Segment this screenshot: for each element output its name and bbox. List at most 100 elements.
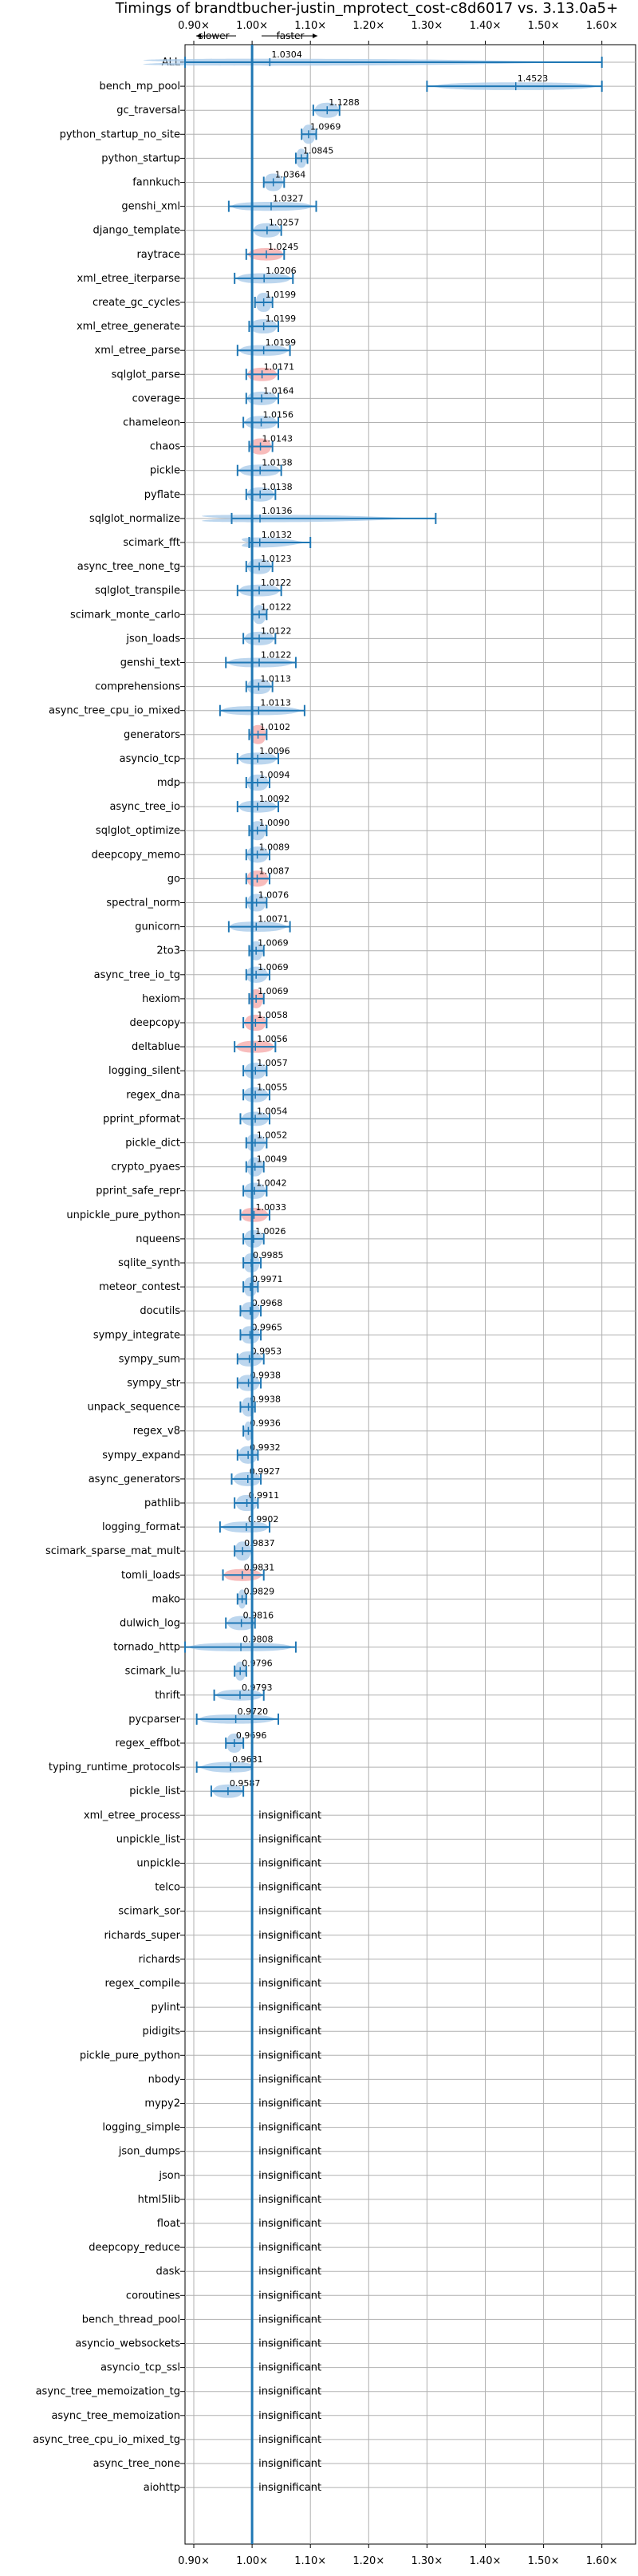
benchmark-row: scimark_sparse_mat_mult 0.9837	[45, 1538, 275, 1561]
benchmark-label: xml_etree_parse	[95, 345, 180, 357]
benchmark-label: coroutines	[126, 2290, 180, 2302]
benchmark-label: pyflate	[144, 489, 180, 501]
benchmark-label: nqueens	[136, 1233, 180, 1245]
benchmark-label: float	[157, 2218, 180, 2230]
benchmark-row: logging_silent 1.0057	[108, 1058, 288, 1079]
benchmark-row: meteor_contest 0.9971	[99, 1274, 282, 1297]
x-tick-label: 1.60×	[586, 20, 618, 32]
x-tick-label: 1.40×	[470, 20, 502, 32]
benchmark-label: regex_dna	[126, 1089, 180, 1101]
benchmark-label: regex_effbot	[115, 1738, 180, 1750]
benchmark-label: async_tree_memoization	[51, 2410, 180, 2422]
value-annotation: 1.0138	[262, 482, 293, 492]
benchmark-row: bench_thread_pool insignificant	[82, 2314, 321, 2326]
benchmark-label: mako	[152, 1593, 180, 1605]
value-annotation: 0.9927	[250, 1466, 281, 1477]
benchmark-label: scimark_sparse_mat_mult	[45, 1545, 180, 1557]
x-tick-label: 1.30×	[411, 2555, 443, 2567]
value-annotation: 1.0257	[269, 218, 300, 228]
direction-slower-label: slower	[198, 30, 229, 41]
value-annotation: 1.0069	[258, 938, 289, 949]
benchmark-label: pprint_safe_repr	[96, 1185, 180, 1197]
value-annotation: 0.9837	[244, 1538, 275, 1548]
insignificant-label: insignificant	[258, 2434, 321, 2446]
value-annotation: 0.9911	[249, 1490, 280, 1501]
value-annotation: 1.0969	[310, 121, 341, 132]
benchmark-label: spectral_norm	[106, 897, 180, 909]
value-annotation: 1.0122	[261, 625, 292, 636]
benchmark-label: pylint	[151, 2002, 180, 2014]
benchmark-label: hexiom	[142, 993, 180, 1005]
value-annotation: 1.0026	[255, 1226, 286, 1237]
benchmark-row: pycparser0.9720	[128, 1706, 279, 1726]
benchmark-label: pidigits	[143, 2026, 181, 2038]
benchmark-label: gc_traversal	[116, 105, 180, 116]
value-annotation: 1.0113	[260, 674, 291, 684]
benchmark-row: xml_etree_generate 1.0199	[77, 314, 296, 334]
value-annotation: 0.9938	[250, 1371, 282, 1381]
benchmark-row: unpickle_pure_python 1.0033	[66, 1202, 286, 1222]
value-annotation: 0.9965	[252, 1322, 283, 1332]
insignificant-label: insignificant	[258, 2458, 321, 2470]
benchmark-row: genshi_text 1.0122	[120, 650, 297, 669]
insignificant-label: insignificant	[258, 2242, 321, 2254]
benchmark-label: asyncio_tcp	[120, 753, 180, 765]
benchmark-label: json_loads	[125, 633, 180, 645]
benchmark-row: crypto_pyaes 1.0049	[111, 1154, 287, 1177]
benchmark-row: html5lib insignificant	[138, 2194, 321, 2206]
insignificant-label: insignificant	[258, 2049, 321, 2061]
benchmark-row: bench_mp_pool 1.4523	[99, 73, 603, 93]
x-tick-label: 0.90×	[178, 20, 210, 32]
benchmark-label: meteor_contest	[99, 1281, 180, 1293]
benchmark-row: sqlglot_normalize 1.0136	[89, 506, 437, 525]
benchmark-label: aiohttp	[144, 2482, 180, 2494]
benchmark-label: unpack_sequence	[87, 1402, 180, 1414]
benchmark-row: pylint insignificant	[151, 2002, 321, 2014]
value-annotation: 1.0138	[262, 458, 293, 468]
bottom-tick-labels: 0.90× 1.00× 1.10× 1.20× 1.30× 1.40× 1.50× 1.60×	[178, 2544, 618, 2567]
benchmark-label: pycparser	[128, 1714, 180, 1726]
value-annotation: 1.0069	[258, 986, 289, 996]
benchmark-row: scimark_fft 1.0132	[123, 530, 312, 549]
benchmark-row: create_gc_cycles 1.0199	[93, 290, 296, 312]
benchmark-row: regex_dna 1.0055	[126, 1082, 288, 1103]
benchmark-row: regex_effbot0.9696	[115, 1730, 266, 1753]
benchmark-label: generators	[124, 729, 180, 741]
benchmark-label: sqlglot_optimize	[96, 825, 180, 837]
benchmark-label: bench_mp_pool	[99, 81, 180, 93]
benchmark-row: asyncio_tcp 1.0096	[120, 746, 290, 765]
benchmark-row: logging_simple insignificant	[102, 2122, 321, 2134]
value-annotation: 1.0206	[266, 266, 297, 276]
benchmark-label: sqlglot_normalize	[89, 513, 180, 525]
x-tick-label: 1.40×	[470, 2555, 502, 2567]
value-annotation: 1.0102	[260, 722, 291, 732]
benchmark-row: gc_traversal 1.1288	[116, 97, 360, 118]
insignificant-label: insignificant	[258, 1858, 321, 1870]
benchmark-row: typing_runtime_protocols 0.9631	[49, 1754, 263, 1773]
benchmark-label: scimark_fft	[123, 537, 180, 549]
chart-title: Timings of brandtbucher-justin_mprotect_…	[115, 0, 618, 17]
benchmark-label: json_dumps	[118, 2146, 180, 2158]
value-annotation: 1.0113	[260, 698, 291, 708]
benchmark-row: pyflate 1.0138	[144, 482, 293, 502]
insignificant-label: insignificant	[258, 2026, 321, 2038]
insignificant-label: insignificant	[258, 2073, 321, 2085]
insignificant-label: insignificant	[258, 1978, 321, 1990]
benchmark-row: async_tree_memoization_tg insignificant	[36, 2386, 321, 2398]
benchmark-label: async_tree_io_tg	[94, 969, 180, 981]
value-annotation: 1.0069	[258, 962, 289, 972]
benchmark-row: dask insignificant	[156, 2266, 321, 2278]
value-annotation: 1.0076	[258, 890, 289, 901]
value-annotation: 0.9902	[248, 1514, 279, 1525]
benchmark-row: asyncio_tcp_ssl insignificant	[100, 2362, 321, 2374]
value-annotation: 1.0049	[257, 1154, 288, 1165]
benchmark-label: sympy_integrate	[93, 1329, 180, 1341]
benchmark-label: chaos	[150, 441, 180, 453]
value-annotation: 0.9631	[232, 1754, 263, 1765]
insignificant-label: insignificant	[258, 2290, 321, 2302]
benchmark-row: raytrace 1.0245	[136, 242, 298, 261]
benchmark-row: spectral_norm 1.0076	[106, 890, 289, 912]
benchmark-label: pickle	[150, 465, 180, 477]
value-annotation: 0.9793	[242, 1682, 273, 1693]
